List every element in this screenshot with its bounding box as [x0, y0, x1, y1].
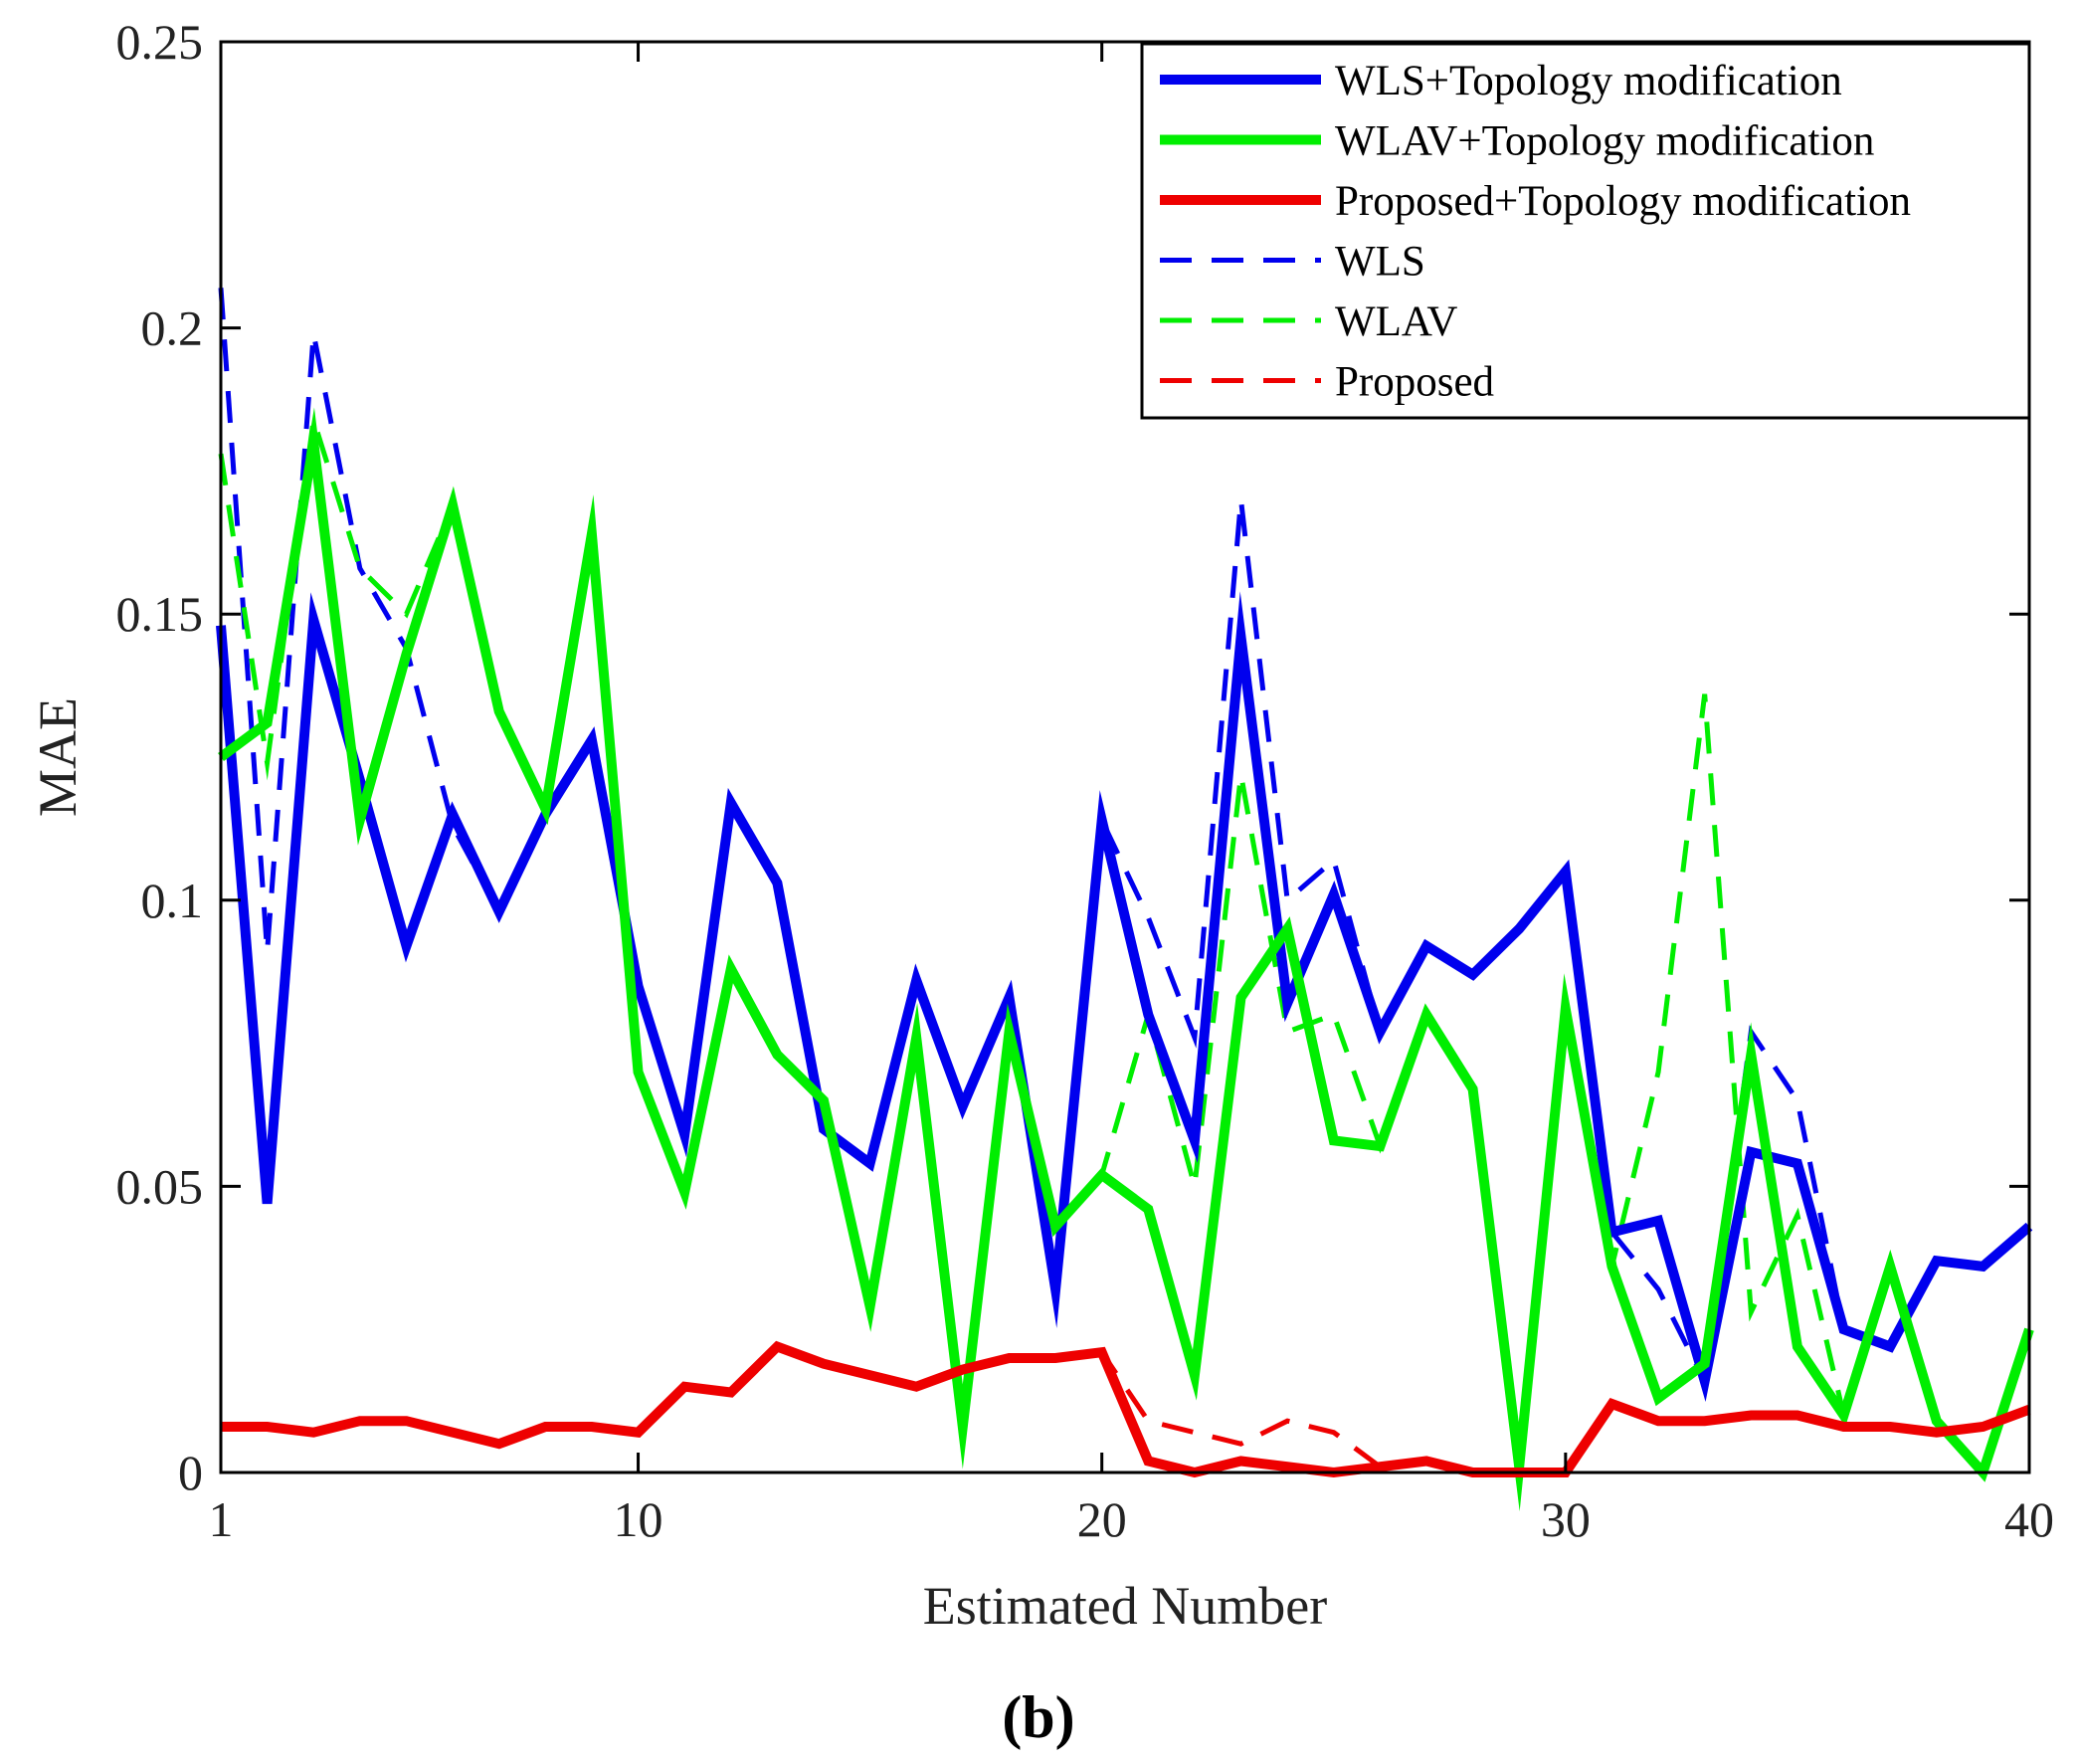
legend: WLS+Topology modification WLAV+Topology m… [1140, 42, 2031, 420]
y-tick-label: 0.15 [116, 586, 204, 642]
series-line-wlav [218, 408, 2032, 1489]
series-layer [216, 288, 2034, 1512]
series-line-proposed-topology-modification [221, 1340, 2031, 1478]
x-tick-label: 40 [2004, 1491, 2054, 1547]
x-tick-label: 10 [614, 1491, 663, 1547]
legend-label-wls-topology-modification: WLS+Topology modification [1335, 58, 1842, 104]
y-axis-label: MAE [28, 697, 88, 817]
y-tick-label: 0.1 [141, 873, 204, 928]
y-tick-label: 0.05 [116, 1158, 204, 1214]
x-axis-label: Estimated Number [923, 1576, 1327, 1636]
y-tick-label: 0.25 [116, 14, 204, 70]
y-tick-label: 0.2 [141, 300, 204, 356]
plot-area-frame [219, 40, 2031, 1474]
x-tick-label: 1 [209, 1491, 234, 1547]
x-tick-label: 20 [1077, 1491, 1127, 1547]
series-line-wls [218, 288, 2031, 1390]
panel-label: (b) [1002, 1684, 1074, 1750]
x-tick-label: 30 [1541, 1491, 1591, 1547]
legend-label-proposed: Proposed [1335, 359, 1494, 406]
y-tick-label: 0 [178, 1445, 203, 1500]
legend-box [1140, 42, 2031, 420]
series-line-wls-topology-modification [216, 591, 2033, 1402]
legend-label-wlav-topology-modification: WLAV+Topology modification [1335, 118, 1874, 165]
legend-items: WLS+Topology modification WLAV+Topology m… [1160, 58, 1911, 406]
legend-label-proposed-topology-modification: Proposed+Topology modification [1335, 178, 1911, 225]
legend-label-wls: WLS [1335, 239, 1425, 286]
series-line-wlav-topology-modification [218, 407, 2034, 1512]
legend-label-wlav: WLAV [1335, 298, 1457, 345]
